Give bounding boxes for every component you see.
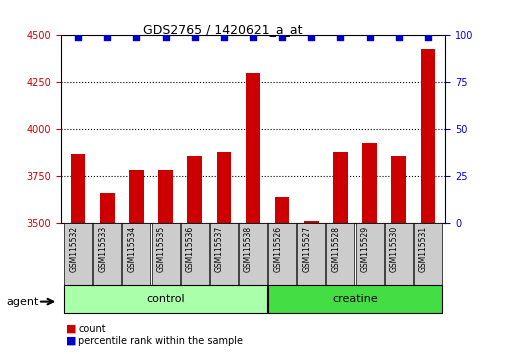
Bar [180,223,208,285]
Text: GSM115530: GSM115530 [389,226,398,272]
Text: GSM115533: GSM115533 [98,226,107,272]
Bar [355,223,383,285]
Point [74,34,82,40]
Text: control: control [146,294,184,304]
Bar [122,223,150,285]
Point [190,34,198,40]
Bar [326,223,354,285]
Bar [187,156,201,223]
Bar [304,221,318,223]
Point [132,34,140,40]
Point [248,34,257,40]
Text: agent: agent [7,297,39,307]
Bar [93,223,121,285]
Text: GSM115528: GSM115528 [331,226,340,272]
Bar [152,223,179,285]
Bar [129,170,143,223]
Bar [100,193,115,223]
Text: GSM115535: GSM115535 [156,226,165,272]
Bar [64,223,92,285]
Point [423,34,431,40]
Bar [413,223,441,285]
Point [307,34,315,40]
Bar [268,285,441,313]
Bar [384,223,412,285]
Bar [362,143,376,223]
Point [219,34,227,40]
Point [103,34,111,40]
Bar [274,197,289,223]
Text: GSM115531: GSM115531 [418,226,427,272]
Point [365,34,373,40]
Text: GSM115537: GSM115537 [215,226,223,272]
Bar [64,285,267,313]
Bar [158,171,173,223]
Text: GSM115534: GSM115534 [127,226,136,272]
Point [336,34,344,40]
Bar [238,223,267,285]
Text: ■: ■ [66,324,76,333]
Text: GSM115536: GSM115536 [185,226,194,272]
Point [394,34,402,40]
Point [278,34,286,40]
Bar [332,152,347,223]
Bar [268,223,295,285]
Bar [420,48,434,223]
Text: GSM115532: GSM115532 [69,226,78,272]
Bar [210,223,237,285]
Bar [390,156,405,223]
Bar [297,223,325,285]
Text: GSM115527: GSM115527 [301,226,311,272]
Point [161,34,169,40]
Text: GDS2765 / 1420621_a_at: GDS2765 / 1420621_a_at [142,23,302,36]
Text: count: count [78,324,106,333]
Text: ■: ■ [66,336,76,346]
Text: GSM115538: GSM115538 [243,226,252,272]
Text: GSM115529: GSM115529 [360,226,369,272]
Bar [245,73,260,223]
Bar [216,152,231,223]
Text: creatine: creatine [331,294,377,304]
Bar [71,154,85,223]
Text: GSM115526: GSM115526 [273,226,282,272]
Text: percentile rank within the sample: percentile rank within the sample [78,336,243,346]
